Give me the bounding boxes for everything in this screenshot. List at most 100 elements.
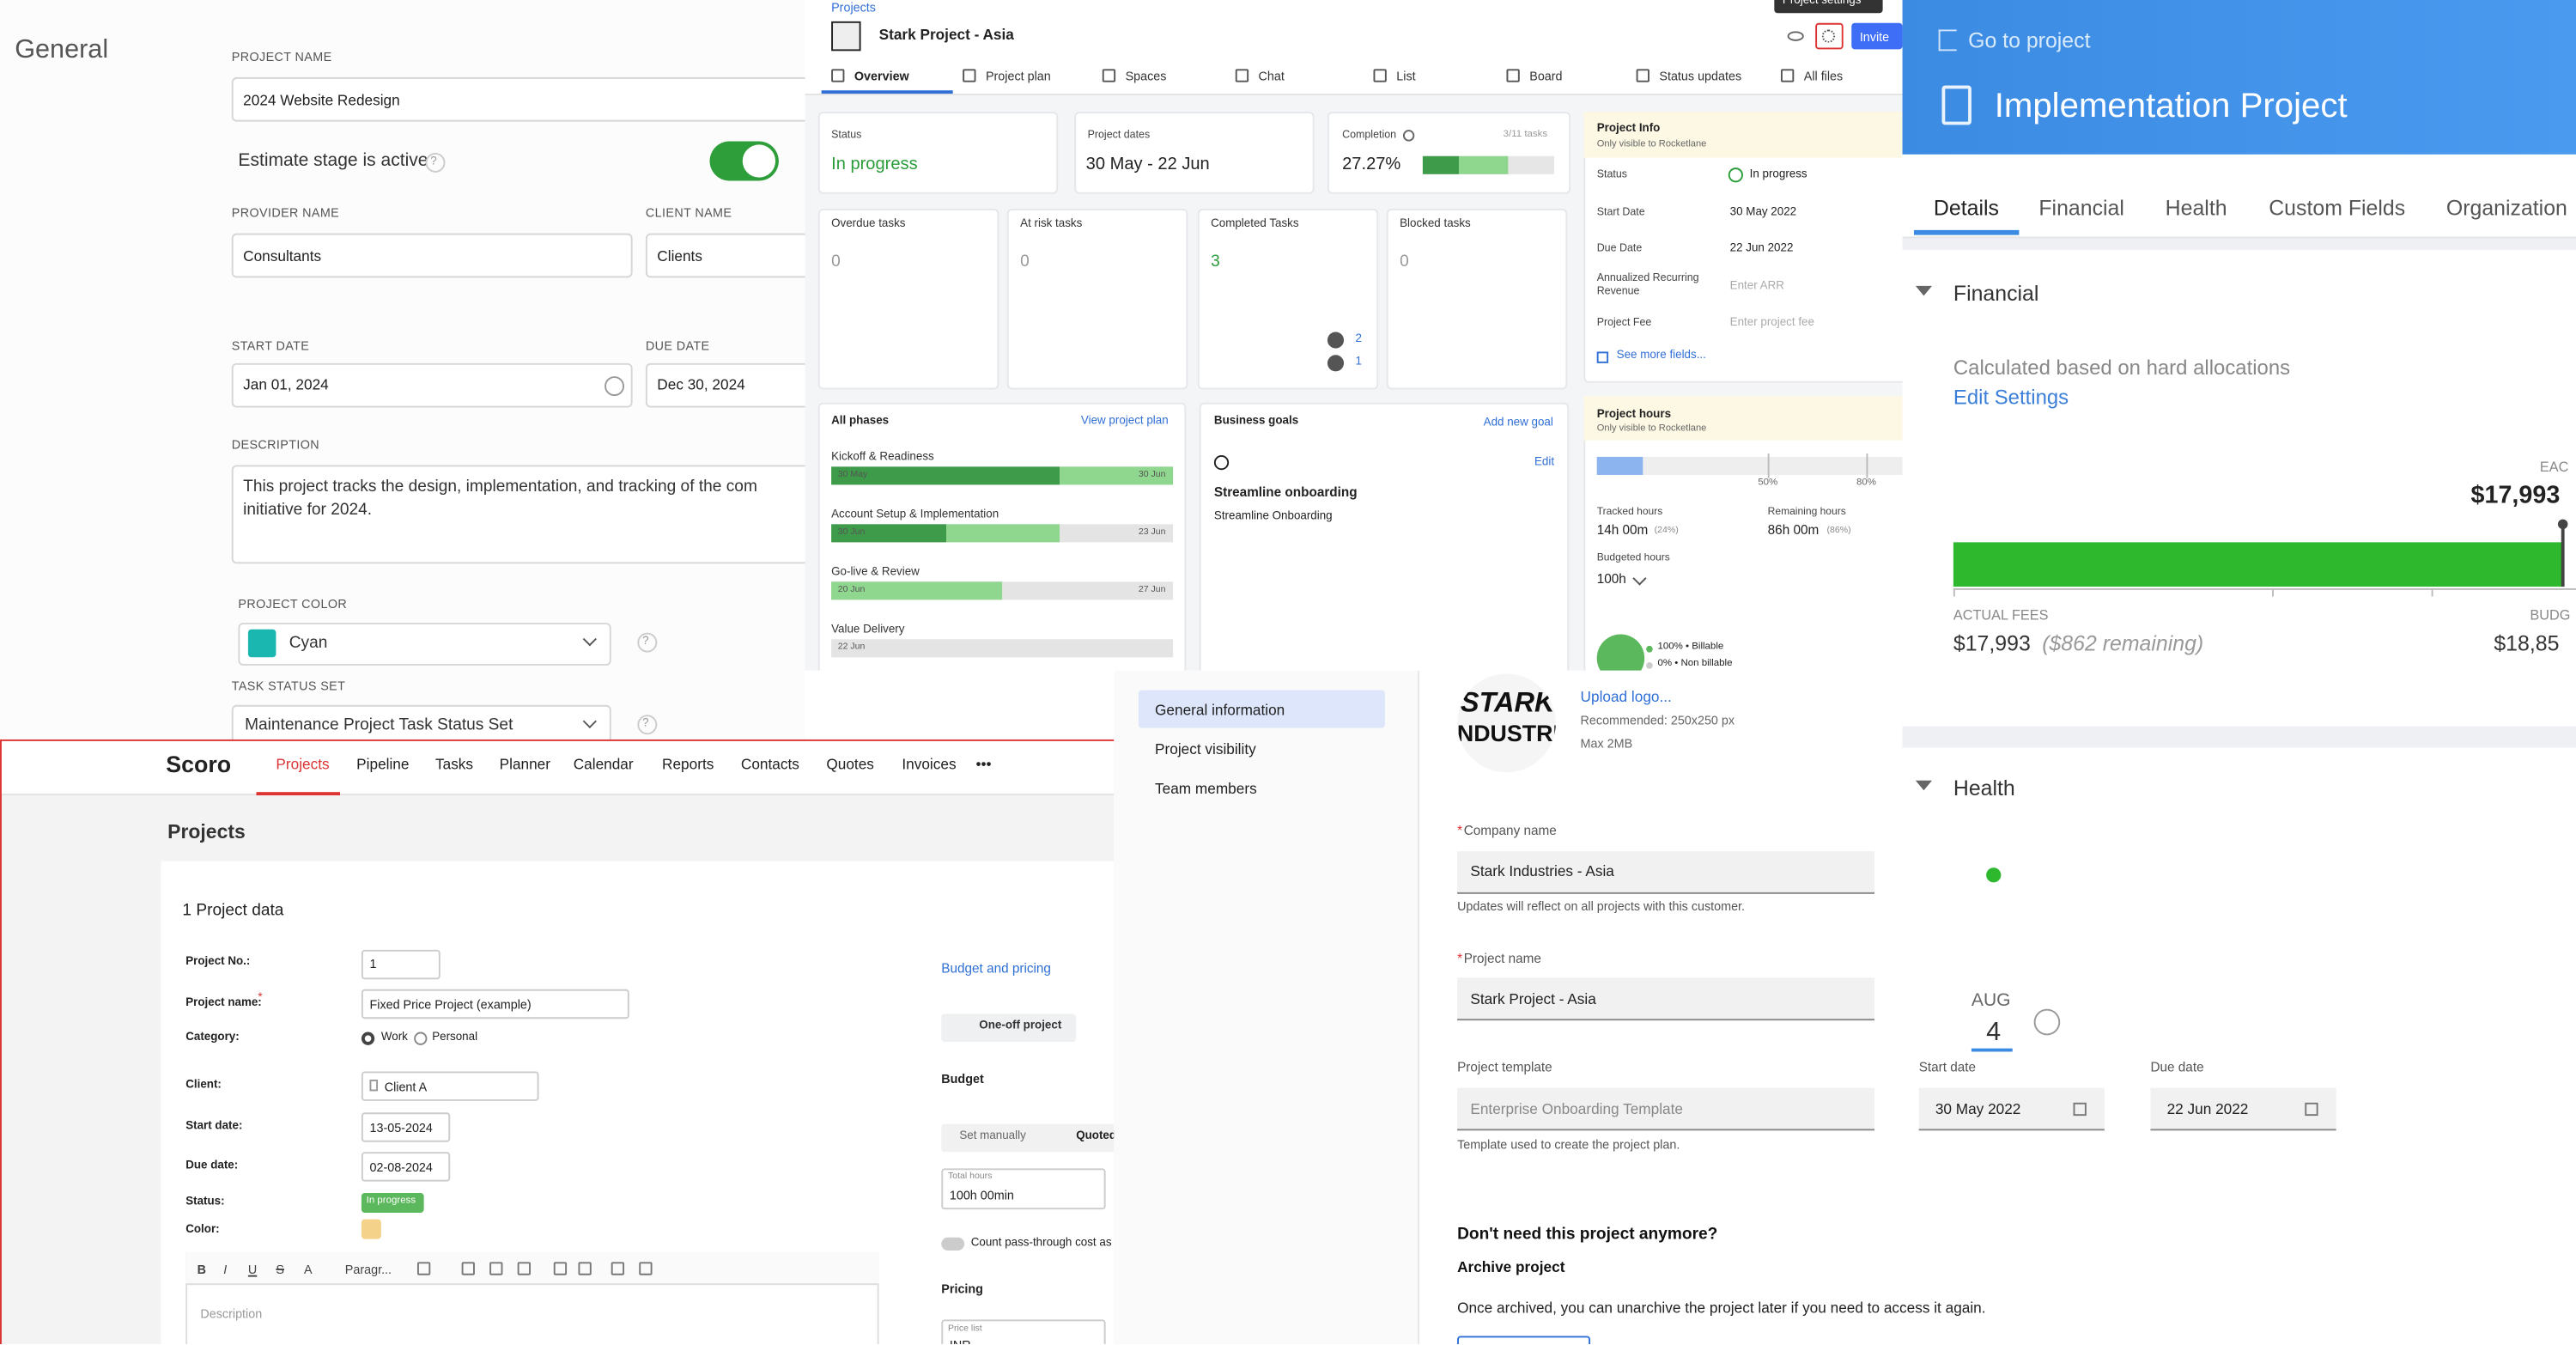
goals-link[interactable]: Add new goal	[1483, 417, 1553, 429]
more[interactable]: See more fields...	[1616, 350, 1706, 362]
tabs[interactable]: Chat	[1258, 68, 1285, 83]
color-select[interactable]	[238, 623, 611, 666]
required: *	[258, 992, 263, 1004]
radio[interactable]	[361, 1032, 375, 1045]
date-input[interactable]	[361, 1112, 451, 1142]
pass-through: Count pass-through cost as	[970, 1237, 1112, 1249]
toolbar-icon[interactable]	[578, 1262, 592, 1275]
hours-input[interactable]	[941, 1168, 1106, 1210]
upload[interactable]: Upload logo...	[1580, 687, 1672, 705]
tabs[interactable]: Details	[1933, 196, 1999, 221]
tabs[interactable]: Financial	[2038, 196, 2124, 221]
help: ?	[642, 717, 649, 730]
text-input[interactable]	[231, 76, 805, 122]
date-input[interactable]	[231, 362, 633, 408]
menu[interactable]: General information	[1155, 701, 1285, 718]
toggle[interactable]	[941, 1237, 965, 1251]
tabs[interactable]: Board	[1529, 68, 1563, 83]
date-input[interactable]	[361, 1152, 451, 1182]
one-off-button[interactable]	[941, 1013, 1077, 1043]
radio[interactable]	[414, 1032, 428, 1045]
invite-button[interactable]	[1851, 22, 1903, 50]
label: Completed Tasks	[1211, 218, 1299, 230]
select-input[interactable]	[361, 1071, 539, 1101]
toolbar[interactable]: Paragr...	[344, 1261, 392, 1276]
toolbar[interactable]: A	[303, 1261, 313, 1276]
text-input[interactable]	[1457, 851, 1875, 894]
text-input[interactable]	[645, 233, 805, 278]
toolbar-icon[interactable]	[553, 1262, 568, 1275]
text-input[interactable]	[361, 989, 629, 1019]
eac-marker	[2561, 524, 2565, 587]
nav[interactable]: Planner	[499, 755, 551, 772]
nav[interactable]: Projects	[276, 755, 330, 772]
budget-switch[interactable]	[941, 1123, 1115, 1153]
color-swatch[interactable]	[361, 1219, 381, 1239]
text-input[interactable]	[231, 233, 633, 278]
counter-card	[1197, 208, 1379, 390]
description: Description	[200, 1305, 263, 1321]
toolbar-icon[interactable]	[489, 1262, 503, 1275]
toolbar[interactable]: U	[247, 1261, 258, 1276]
toolbar-icon[interactable]	[416, 1262, 431, 1275]
back[interactable]: Go to project	[1968, 27, 2091, 53]
hours-mark	[1866, 453, 1868, 478]
recommended: Recommended: 250x250 px	[1580, 712, 1735, 727]
text-input[interactable]	[361, 949, 440, 980]
status-set-select[interactable]	[231, 704, 611, 739]
price-list-input[interactable]	[941, 1319, 1106, 1345]
start: 30 Jun	[837, 527, 866, 538]
value: Enter project fee	[1729, 316, 1814, 329]
nav-underline	[256, 792, 341, 796]
settings-button[interactable]	[1815, 22, 1844, 50]
toolbar-icon[interactable]	[517, 1262, 531, 1275]
menu-highlight	[1138, 690, 1385, 728]
nav[interactable]: Contacts	[740, 755, 799, 772]
menu[interactable]: Project visibility	[1155, 740, 1256, 758]
value: 3	[1211, 253, 1220, 271]
tabs[interactable]: Custom Fields	[2269, 196, 2406, 221]
toolbar[interactable]: B	[197, 1261, 206, 1276]
nav[interactable]: Reports	[662, 755, 714, 772]
pricing: Pricing	[941, 1281, 983, 1296]
remaining-label: Remaining hours	[1767, 506, 1846, 519]
tabs[interactable]: Organization	[2445, 196, 2567, 221]
tabs[interactable]: List	[1396, 68, 1416, 83]
date-input[interactable]	[645, 362, 805, 408]
menu[interactable]: Team members	[1155, 780, 1257, 797]
date-input[interactable]	[1918, 1087, 2105, 1131]
template-input[interactable]	[1457, 1087, 1875, 1131]
toolbar-icon[interactable]	[461, 1262, 475, 1275]
nav[interactable]: Pipeline	[356, 755, 410, 772]
estimate: Estimate stage is active	[238, 151, 428, 172]
toolbar-icon[interactable]	[639, 1262, 653, 1275]
tabs[interactable]: Spaces	[1125, 68, 1167, 83]
edit[interactable]: Edit Settings	[1953, 385, 2069, 409]
toolbar[interactable]: I	[223, 1261, 228, 1276]
nav[interactable]: Calendar	[573, 755, 634, 772]
counter-card	[817, 208, 999, 390]
section: 1 Project data	[182, 902, 284, 921]
status-badge	[361, 1193, 424, 1213]
text-input[interactable]	[1457, 977, 1875, 1021]
toolbar[interactable]: S	[276, 1261, 285, 1276]
tabs[interactable]: Health	[2165, 196, 2227, 221]
tabs[interactable]: Overview	[854, 68, 909, 83]
nav[interactable]: Tasks	[435, 755, 474, 772]
tabs[interactable]: Project plan	[985, 68, 1051, 83]
goals-card	[1199, 402, 1570, 671]
toolbar-icon[interactable]	[611, 1262, 625, 1275]
nav[interactable]: Quotes	[826, 755, 874, 772]
phases-link[interactable]: View project plan	[1080, 415, 1169, 428]
textarea[interactable]	[231, 465, 805, 564]
tabs[interactable]: All files	[1803, 68, 1844, 83]
calendar-icon	[2073, 1102, 2087, 1117]
goal-edit[interactable]: Edit	[1534, 456, 1555, 468]
status-set-label: TASK STATUS SET	[231, 678, 346, 693]
nav[interactable]: •••	[975, 755, 992, 772]
archive-button[interactable]	[1457, 1336, 1591, 1345]
eye-icon[interactable]	[1787, 31, 1804, 41]
add-icon[interactable]	[2033, 1008, 2061, 1036]
nav[interactable]: Invoices	[902, 755, 957, 772]
tabs[interactable]: Status updates	[1659, 68, 1742, 83]
